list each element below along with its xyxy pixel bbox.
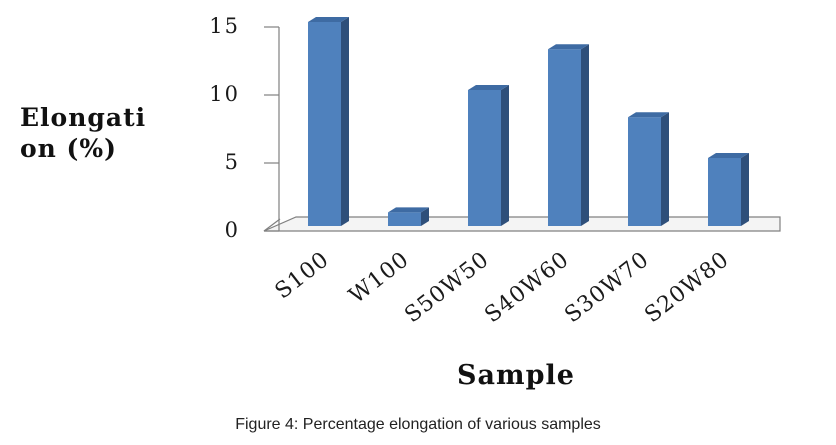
bar-front [388, 212, 421, 226]
bar-top [708, 153, 749, 158]
x-tick-label: W100 [345, 247, 414, 309]
bar-series [308, 17, 749, 227]
bar [708, 153, 749, 226]
bar-front [468, 90, 501, 226]
bar-front [628, 117, 661, 226]
floor-edge [263, 218, 281, 232]
y-tick-label: 5 [225, 150, 240, 174]
x-tick-label: S40W60 [480, 247, 574, 328]
bar [388, 207, 429, 226]
bar-side [741, 153, 749, 226]
x-tick-label: S50W50 [400, 247, 494, 328]
bar [628, 112, 669, 226]
y-tick-label: 15 [209, 14, 240, 38]
bar-top [388, 207, 429, 213]
bar-front [708, 158, 741, 226]
figure-caption: Figure 4: Percentage elongation of vario… [235, 416, 601, 433]
y-tick-label: 10 [209, 82, 240, 106]
x-axis-title: Sample [457, 360, 575, 391]
bar [468, 85, 509, 226]
y-tick-label: 0 [225, 218, 240, 242]
bar [548, 44, 589, 227]
bar-side [341, 17, 349, 226]
x-tick-label: S20W80 [640, 247, 734, 328]
bar-top [468, 85, 509, 90]
bar-front [308, 22, 341, 226]
bar-top [308, 17, 349, 22]
bar [308, 17, 349, 226]
bar-top [628, 112, 669, 118]
bar-front [548, 49, 581, 227]
y-axis-title: Elongati on (%) [20, 103, 146, 163]
y-axis-title-line-1: Elongati [20, 103, 146, 132]
x-tick-label: S100 [271, 247, 335, 304]
bar-side [581, 44, 589, 227]
bar-side [661, 112, 669, 226]
y-axis-title-line-2: on (%) [20, 134, 117, 163]
x-tick-label: S30W70 [560, 247, 654, 328]
bar-side [421, 207, 429, 226]
y-axis: 0 5 10 15 [209, 14, 280, 242]
bar-side [501, 85, 509, 226]
bar-top [548, 44, 589, 50]
